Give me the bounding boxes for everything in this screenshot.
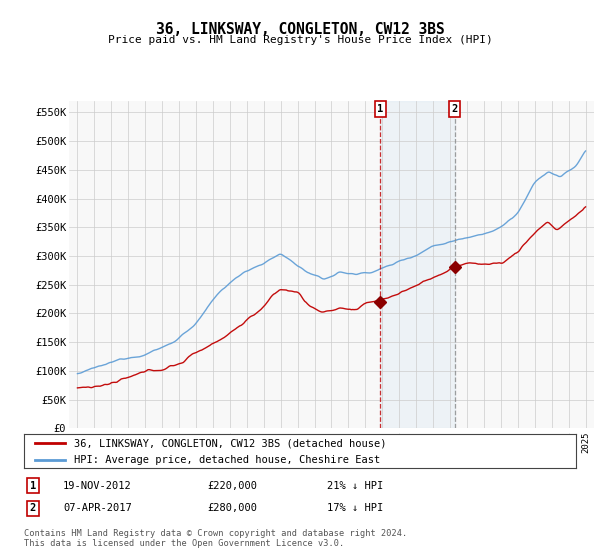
Text: £220,000: £220,000 xyxy=(207,480,257,491)
Text: 17% ↓ HPI: 17% ↓ HPI xyxy=(327,503,383,514)
Text: £280,000: £280,000 xyxy=(207,503,257,514)
Text: HPI: Average price, detached house, Cheshire East: HPI: Average price, detached house, Ches… xyxy=(74,455,380,465)
Bar xyxy=(380,101,455,428)
Text: 19-NOV-2012: 19-NOV-2012 xyxy=(63,480,132,491)
Text: 2: 2 xyxy=(451,104,458,114)
Text: 1: 1 xyxy=(377,104,383,114)
Text: Price paid vs. HM Land Registry's House Price Index (HPI): Price paid vs. HM Land Registry's House … xyxy=(107,35,493,45)
Text: 2: 2 xyxy=(30,503,36,514)
Text: 07-APR-2017: 07-APR-2017 xyxy=(63,503,132,514)
Text: 21% ↓ HPI: 21% ↓ HPI xyxy=(327,480,383,491)
Text: 36, LINKSWAY, CONGLETON, CW12 3BS (detached house): 36, LINKSWAY, CONGLETON, CW12 3BS (detac… xyxy=(74,438,386,448)
Text: 1: 1 xyxy=(30,480,36,491)
Text: Contains HM Land Registry data © Crown copyright and database right 2024.
This d: Contains HM Land Registry data © Crown c… xyxy=(24,529,407,548)
Text: 36, LINKSWAY, CONGLETON, CW12 3BS: 36, LINKSWAY, CONGLETON, CW12 3BS xyxy=(155,22,445,36)
